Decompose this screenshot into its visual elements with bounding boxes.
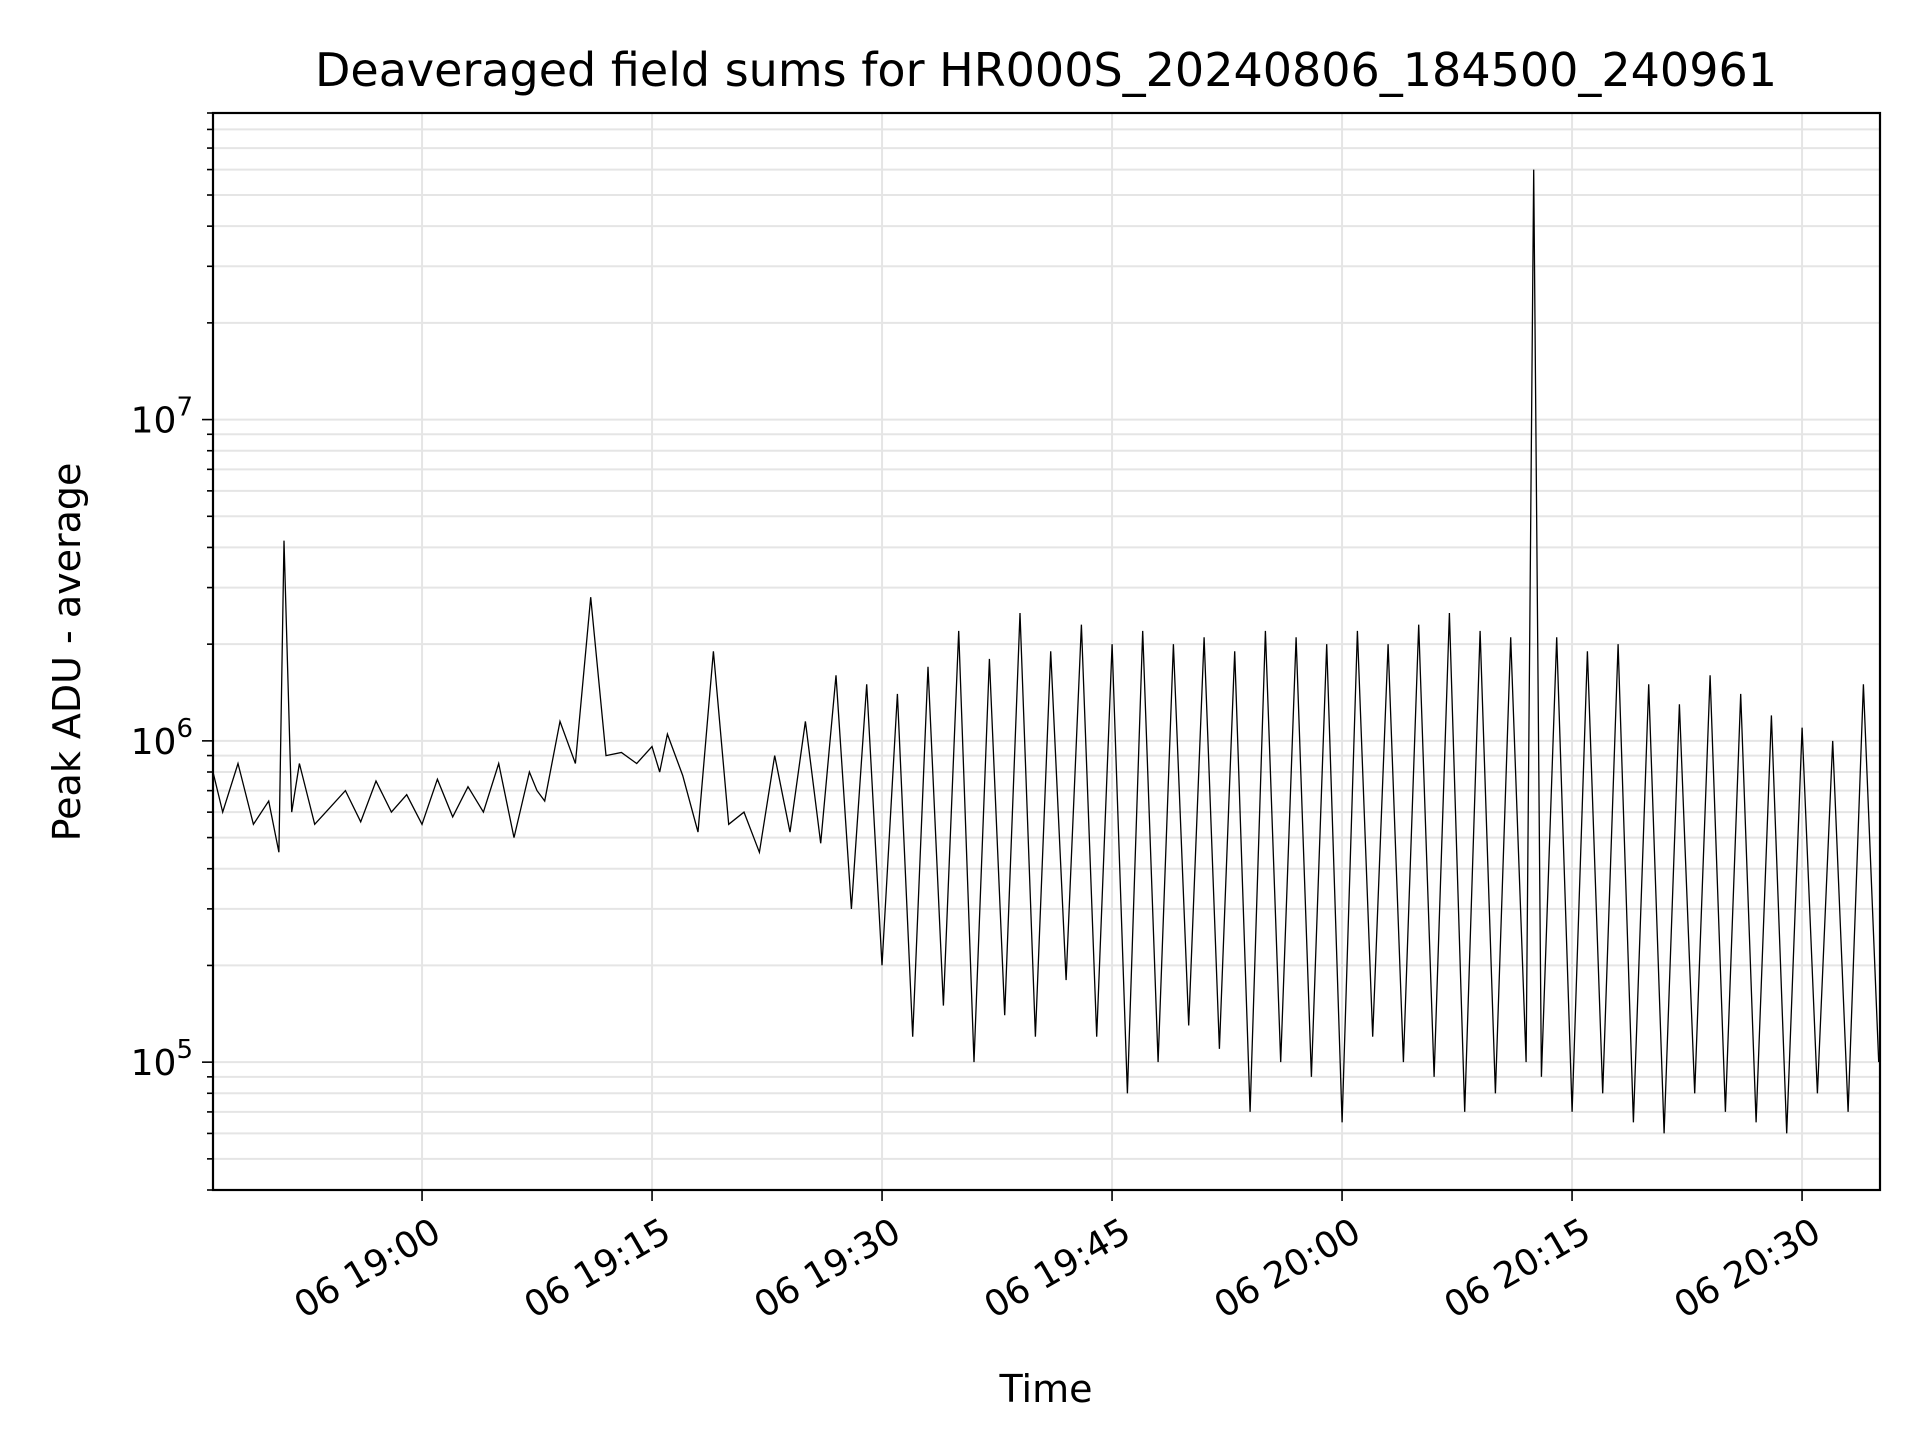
y-tick-label: 106: [131, 714, 193, 763]
y-tick-label: 105: [131, 1035, 193, 1084]
y-tick-label: 107: [131, 393, 193, 442]
series-line: [212, 169, 1880, 1134]
plot-area-frame: [211, 111, 1882, 1192]
y-axis-label: Peak ADU - average: [45, 463, 89, 842]
x-axis-label: Time: [999, 1367, 1093, 1411]
chart-title: Deaveraged field sums for HR000S_2024080…: [315, 43, 1777, 97]
